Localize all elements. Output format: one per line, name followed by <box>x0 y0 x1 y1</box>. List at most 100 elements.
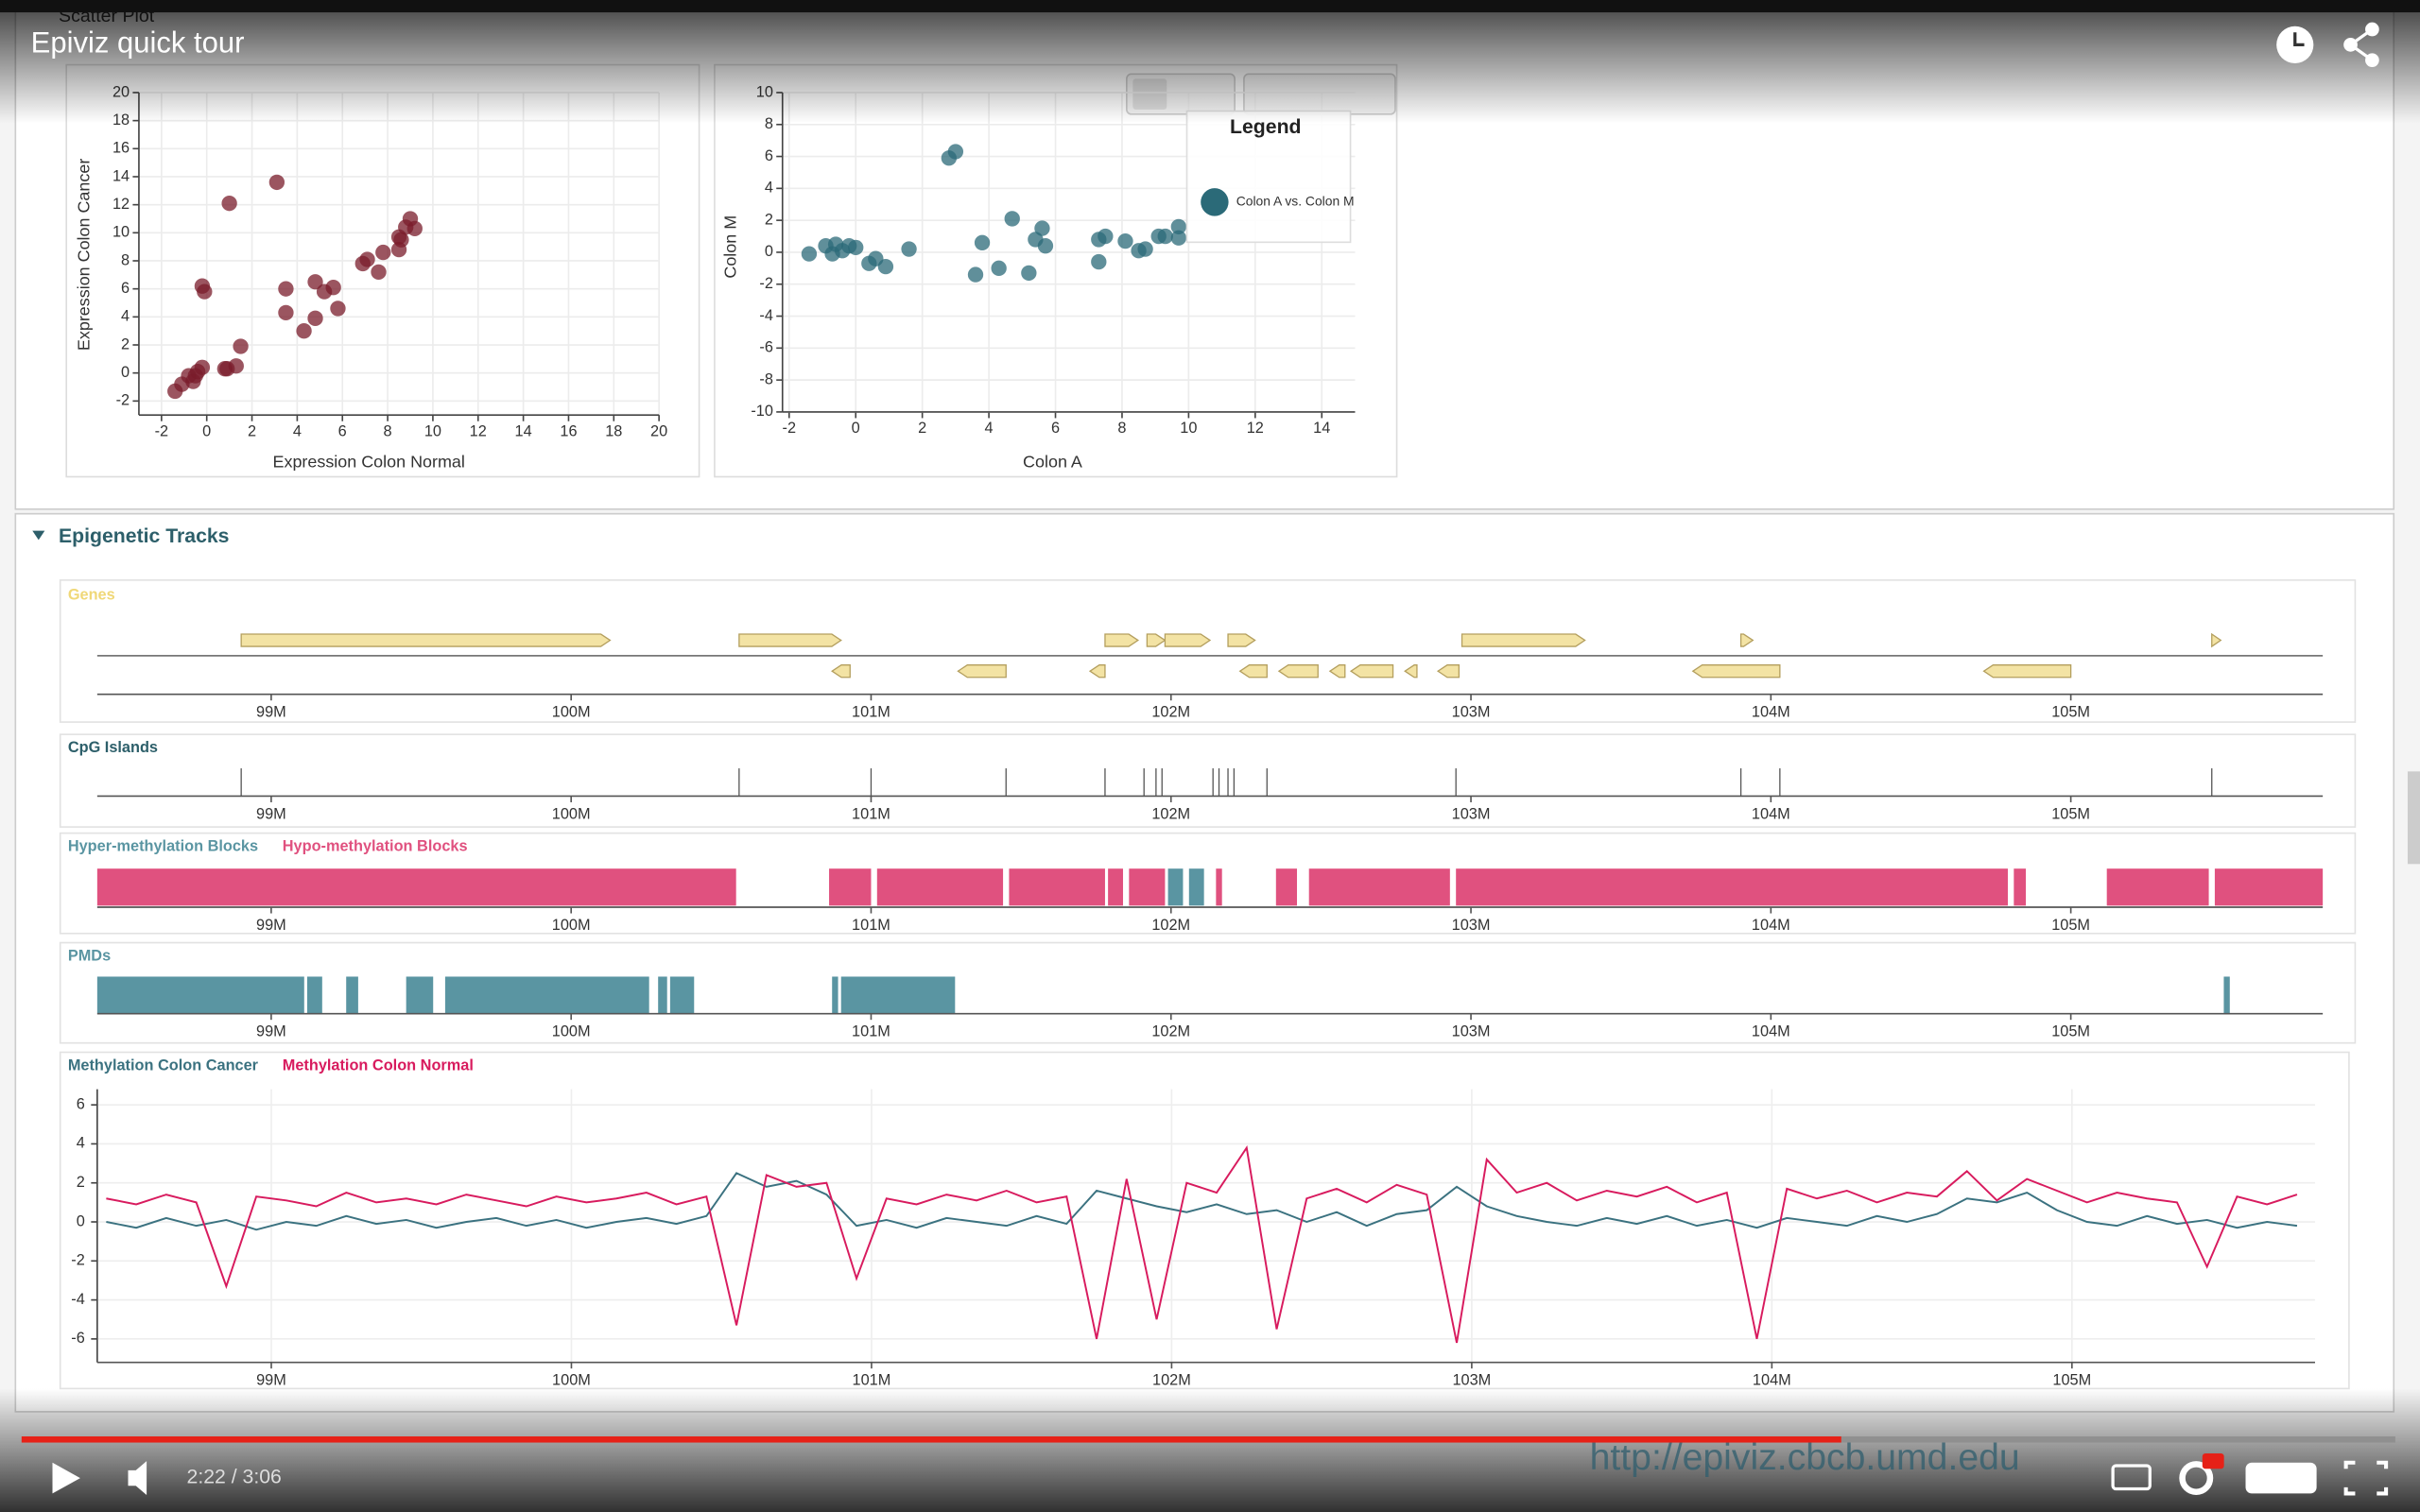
block <box>2014 868 2027 906</box>
x-tick-label: 0 <box>852 420 860 437</box>
y-axis-title: Expression Colon Cancer <box>75 159 94 351</box>
x-tick-label: 8 <box>1117 420 1126 437</box>
scrollbar[interactable] <box>2407 771 2420 865</box>
scatter-point <box>1157 228 1173 245</box>
scatter-point <box>406 220 423 237</box>
x-tick-label: 100M <box>552 1023 591 1040</box>
share-icon[interactable] <box>2343 22 2379 68</box>
x-tick-label: 104M <box>1752 917 1790 934</box>
scatter-point <box>197 284 213 300</box>
x-tick-label: 6 <box>1051 420 1060 437</box>
x-tick-label: 105M <box>2051 704 2090 721</box>
x-tick-label: 99M <box>256 917 286 934</box>
scatter-point <box>1170 218 1186 235</box>
track-panel <box>59 733 2357 828</box>
y-tick-label: -10 <box>751 403 773 420</box>
scatter-point <box>1034 220 1050 236</box>
x-tick-label: 102M <box>1151 917 1190 934</box>
y-tick-label: 6 <box>121 280 130 297</box>
gene <box>1436 664 1461 679</box>
x-tick-label: 16 <box>560 422 577 439</box>
line-series <box>106 1172 2298 1231</box>
video-title[interactable]: Epiviz quick tour <box>31 26 245 60</box>
share-lines <box>2347 27 2374 62</box>
block <box>1188 868 1204 906</box>
y-tick-label: 2 <box>765 211 773 228</box>
charts: -202468101214161820-202468101214161820Ex… <box>68 83 2324 1389</box>
x-tick-label: 6 <box>338 422 347 439</box>
track-panel <box>59 941 2357 1044</box>
x-tick-label: 0 <box>202 422 211 439</box>
block <box>1456 868 2008 906</box>
y-tick-label: 8 <box>121 251 130 268</box>
block <box>2106 868 2209 906</box>
y-tick-label: 4 <box>121 308 130 325</box>
line-series <box>106 1144 2298 1344</box>
block <box>96 868 736 906</box>
volume-button[interactable] <box>128 1461 147 1496</box>
captions-button[interactable] <box>2111 1464 2152 1491</box>
scatter-point <box>278 304 294 321</box>
scatter-point <box>390 229 407 245</box>
scatter-point <box>967 266 984 283</box>
scatter-point <box>1137 241 1153 257</box>
play-button[interactable] <box>52 1462 80 1494</box>
y-tick-label: 0 <box>121 364 130 381</box>
block <box>2214 868 2324 906</box>
track-title: Genes <box>68 587 115 604</box>
block <box>840 976 956 1014</box>
scatter-point <box>877 258 894 275</box>
block <box>876 868 1004 906</box>
gene <box>1146 633 1167 647</box>
settings-button[interactable] <box>2179 1461 2214 1496</box>
x-tick-label: 2 <box>918 420 926 437</box>
scatter-point <box>1037 238 1054 254</box>
fullscreen-button[interactable] <box>2343 1460 2389 1496</box>
scatter-point <box>307 274 323 290</box>
x-tick-label: -2 <box>155 422 169 439</box>
collapse-icon[interactable] <box>32 530 45 541</box>
y-tick-label: 12 <box>112 196 130 213</box>
block <box>1108 868 1123 906</box>
scatter-point <box>848 239 864 256</box>
gene <box>1088 664 1106 679</box>
gene <box>1104 633 1140 647</box>
scatter-point <box>359 251 375 267</box>
block <box>1129 868 1166 906</box>
x-tick-label: 102M <box>1151 805 1190 822</box>
x-axis-title: Expression Colon Normal <box>273 453 465 472</box>
x-tick-label: 99M <box>256 1372 286 1389</box>
clock-hands <box>2293 32 2305 46</box>
x-tick-label: 104M <box>1752 1023 1790 1040</box>
gene <box>1164 633 1212 647</box>
gene <box>1739 633 1754 647</box>
y-tick-label: 2 <box>121 335 130 352</box>
x-tick-label: 12 <box>470 422 487 439</box>
x-tick-label: 100M <box>552 1372 591 1389</box>
top-edge <box>0 0 2420 13</box>
youtube-button[interactable] <box>2245 1462 2317 1494</box>
y-tick-label: -2 <box>116 392 130 409</box>
x-tick-label: 99M <box>256 805 286 822</box>
block <box>829 868 872 906</box>
legend-box <box>1185 110 1352 244</box>
x-tick-label: 100M <box>552 917 591 934</box>
y-tick-label: 8 <box>765 115 773 132</box>
x-tick-label: 100M <box>552 805 591 822</box>
legend-label: Colon A vs. Colon M <box>1236 194 1355 209</box>
scatter-point <box>221 195 237 212</box>
legend-marker <box>1201 188 1229 216</box>
x-tick-label: 18 <box>605 422 622 439</box>
progress-played[interactable] <box>21 1436 1841 1443</box>
x-tick-label: 103M <box>1452 917 1491 934</box>
x-tick-label: 104M <box>1752 805 1790 822</box>
block <box>406 976 434 1014</box>
title-overlay <box>0 0 2420 124</box>
hd-badge <box>2202 1452 2224 1469</box>
legend-label: Hyper-methylation Blocks <box>68 838 258 855</box>
x-tick-label: 102M <box>1151 1023 1190 1040</box>
x-tick-label: 101M <box>853 1372 891 1389</box>
scatter-point <box>901 241 917 257</box>
y-tick-label: -4 <box>759 307 773 324</box>
